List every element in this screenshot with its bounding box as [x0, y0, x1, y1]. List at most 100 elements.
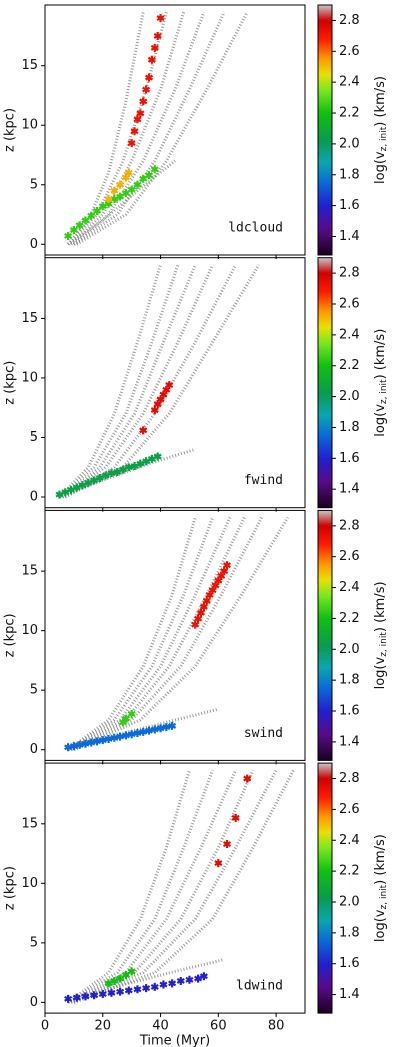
colorbar-tick-label: 2.8 — [339, 266, 360, 281]
x-tick-label: 20 — [95, 1019, 112, 1034]
colorbar-label-sub: z, init — [379, 884, 389, 909]
star-marker — [87, 211, 96, 220]
colorbar-tick-label: 2.0 — [339, 894, 360, 909]
star-marker — [107, 469, 116, 478]
star-marker — [69, 742, 78, 751]
x-tick-label: 60 — [210, 1019, 227, 1034]
colorbar-tick-label: 2.8 — [339, 771, 360, 786]
star-marker — [202, 596, 211, 605]
colorbar-tick-label: 2.2 — [339, 358, 360, 373]
star-marker — [116, 180, 125, 189]
star-marker — [156, 724, 165, 733]
star-marker — [110, 733, 119, 742]
plot-area — [64, 516, 289, 752]
colorbar-tick-label: 2.0 — [339, 389, 360, 404]
star-marker — [144, 73, 154, 82]
star-marker — [150, 43, 159, 52]
colorbar-tick-label: 2.4 — [339, 75, 360, 90]
star-marker — [92, 206, 102, 215]
colorbar-tick-label: 2.2 — [339, 864, 360, 879]
star-marker — [69, 226, 78, 234]
star-marker — [90, 991, 99, 1000]
plot-frame — [44, 762, 306, 1014]
star-marker — [147, 454, 156, 463]
star-marker — [64, 231, 73, 240]
star-marker — [194, 974, 203, 983]
trajectory — [73, 769, 295, 1004]
star-marker — [107, 988, 116, 997]
colorbar-tick-label: 1.6 — [339, 704, 360, 719]
colorbar — [317, 762, 333, 1014]
star-marker — [127, 730, 136, 739]
y-tick-label: 5 — [30, 683, 38, 698]
plot-area — [64, 769, 295, 1004]
colorbar-label-main: log(v — [373, 657, 388, 690]
trajectory — [64, 264, 261, 499]
star-marker — [98, 736, 107, 745]
star-marker — [127, 709, 136, 718]
trajectory — [70, 516, 232, 751]
x-tick-label: 0 — [41, 1019, 49, 1034]
colorbar-tick-label: 2.0 — [339, 136, 360, 151]
colorbar-tick-label: 2.0 — [339, 642, 360, 657]
colorbar-tick-label: 2.4 — [339, 833, 360, 848]
colorbar-label-tail: ) (km/s) — [373, 581, 388, 632]
star-marker — [139, 426, 148, 435]
colorbar-tick-label: 1.8 — [339, 925, 360, 940]
star-marker — [133, 115, 142, 124]
star-marker — [87, 738, 96, 747]
star-marker — [139, 727, 148, 736]
plot-area — [64, 11, 249, 246]
star-marker — [162, 723, 171, 732]
colorbar-tick-label: 2.8 — [339, 518, 360, 533]
y-axis-label: z (kpc) — [3, 866, 18, 910]
colorbar-label: log(vz, init) (km/s) — [373, 834, 389, 942]
trajectory — [70, 769, 255, 1004]
colorbar-tick-label: 2.6 — [339, 296, 360, 311]
colorbar-tick-label: 1.4 — [339, 734, 360, 749]
star-marker — [196, 608, 206, 617]
trajectory — [66, 11, 145, 246]
star-marker — [133, 985, 142, 994]
trajectory — [67, 769, 191, 1004]
colorbar-tick-label: 1.6 — [339, 956, 360, 971]
trajectory — [61, 264, 214, 499]
star-marker — [121, 971, 130, 980]
star-marker — [121, 189, 130, 198]
star-marker — [139, 174, 148, 183]
star-marker — [165, 381, 174, 390]
colorbar-label: log(vz, init) (km/s) — [373, 581, 389, 689]
trajectory — [58, 264, 180, 499]
trajectory — [64, 264, 237, 499]
star-marker — [127, 139, 136, 148]
star-marker — [231, 813, 240, 822]
colorbar-label: log(vz, init) (km/s) — [373, 329, 389, 437]
colorbar-tick-label: 2.6 — [339, 802, 360, 817]
star-marker — [176, 976, 185, 985]
star-marker — [153, 31, 162, 40]
star-marker — [92, 737, 102, 746]
trajectory — [69, 11, 186, 246]
star-marker — [191, 620, 200, 629]
star-marker — [139, 97, 148, 106]
x-tick-label: 80 — [268, 1019, 285, 1034]
trajectory — [58, 264, 162, 499]
trajectory — [67, 769, 214, 1004]
star-marker — [199, 972, 208, 981]
star-marker — [121, 731, 130, 740]
y-tick-label: 10 — [21, 370, 38, 385]
y-tick-label: 5 — [30, 177, 38, 192]
star-marker — [130, 127, 139, 136]
star-marker — [168, 721, 177, 730]
star-marker — [72, 993, 81, 1002]
trajectory — [67, 517, 197, 751]
colorbar-label: log(vz, init) (km/s) — [373, 76, 389, 184]
star-marker — [127, 967, 136, 976]
star-marker — [243, 774, 252, 783]
plot-frame — [44, 257, 306, 509]
colorbar-label-main: log(v — [373, 151, 388, 184]
star-marker — [75, 740, 84, 749]
star-marker — [81, 992, 90, 1001]
star-marker — [124, 986, 133, 995]
